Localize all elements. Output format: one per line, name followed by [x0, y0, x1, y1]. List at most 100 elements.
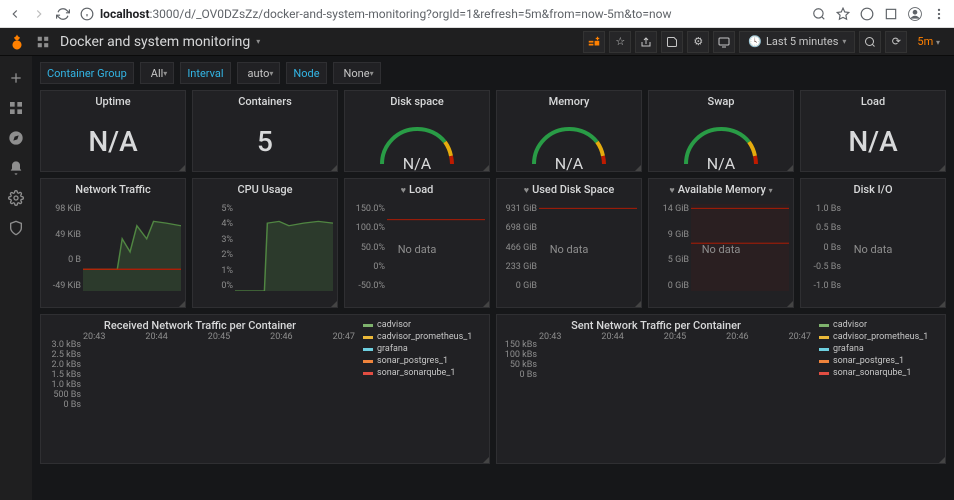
legend-item[interactable]: cadvisor: [819, 319, 941, 331]
forward-icon[interactable]: [32, 7, 46, 21]
filter-label: Interval: [187, 67, 223, 80]
settings-button[interactable]: ⚙: [687, 31, 709, 53]
gauge-value: N/A: [707, 154, 735, 173]
filter-value: All: [151, 67, 164, 80]
stat-panel[interactable]: Disk space N/A: [344, 90, 490, 172]
alert-icon[interactable]: [8, 160, 24, 176]
filter-node[interactable]: Node: [286, 62, 326, 84]
panel-title: Disk space: [345, 91, 489, 112]
config-icon[interactable]: [8, 190, 24, 206]
legend-item[interactable]: grafana: [363, 343, 485, 355]
explore-icon[interactable]: [8, 130, 24, 146]
panel-title: Swap: [649, 91, 793, 112]
resize-handle[interactable]: [787, 301, 793, 307]
gauge-value: N/A: [403, 154, 431, 173]
legend-item[interactable]: cadvisor: [363, 319, 485, 331]
ext1-icon[interactable]: [860, 7, 874, 21]
resize-handle[interactable]: [483, 457, 489, 463]
no-data-text: No data: [345, 243, 489, 256]
resize-handle[interactable]: [331, 165, 337, 171]
info-icon: [80, 7, 94, 21]
time-range-button[interactable]: 🕓 Last 5 minutes ▾: [739, 31, 855, 53]
browser-toolbar: localhost:3000/d/_OV0DZsZz/docker-and-sy…: [0, 0, 954, 28]
dashboard-title[interactable]: Docker and system monitoring ▾: [60, 34, 260, 50]
graph-panel[interactable]: ♥Used Disk Space 931 GiB698 GiB466 GiB23…: [496, 178, 642, 308]
stat-panel[interactable]: Load N/A: [800, 90, 946, 172]
tv-button[interactable]: [713, 31, 735, 53]
resize-handle[interactable]: [179, 165, 185, 171]
resize-handle[interactable]: [787, 165, 793, 171]
filter-value: auto: [248, 67, 270, 80]
graph-panel[interactable]: Sent Network Traffic per Container 150 k…: [496, 314, 946, 464]
graph-panel[interactable]: CPU Usage 5%4%3%2%1%0%: [192, 178, 338, 308]
legend-item[interactable]: sonar_postgres_1: [363, 355, 485, 367]
stat-panel[interactable]: Memory N/A: [496, 90, 642, 172]
graph-panel[interactable]: Network Traffic 98 KiB49 KiB0 B-49 KiB: [40, 178, 186, 308]
resize-handle[interactable]: [939, 165, 945, 171]
ext2-icon[interactable]: [884, 7, 898, 21]
variable-row: Container Group All ▾ Interval auto ▾ No…: [40, 62, 946, 84]
legend-item[interactable]: sonar_postgres_1: [819, 355, 941, 367]
stat-panel[interactable]: Swap N/A: [648, 90, 794, 172]
star-button[interactable]: ☆: [609, 31, 631, 53]
resize-handle[interactable]: [939, 457, 945, 463]
x-axis: 20:4320:4420:4520:4620:47: [539, 332, 811, 342]
legend-item[interactable]: grafana: [819, 343, 941, 355]
time-range-text: Last 5 minutes: [766, 35, 838, 48]
add-icon[interactable]: [8, 70, 24, 86]
legend-item[interactable]: cadvisor_prometheus_1: [819, 331, 941, 343]
resize-handle[interactable]: [483, 301, 489, 307]
zoom-icon[interactable]: [812, 7, 826, 21]
shield-icon[interactable]: [8, 220, 24, 236]
legend: cadvisorcadvisor_prometheus_1grafanasona…: [815, 315, 945, 463]
graph-panel[interactable]: Received Network Traffic per Container 3…: [40, 314, 490, 464]
legend-item[interactable]: sonar_sonarqube_1: [363, 367, 485, 379]
grafana-logo-icon[interactable]: [8, 33, 26, 51]
sidebar: [0, 56, 32, 500]
back-icon[interactable]: [8, 7, 22, 21]
add-panel-button[interactable]: [583, 31, 605, 53]
filter-container-group-value[interactable]: All ▾: [140, 62, 175, 84]
resize-handle[interactable]: [635, 165, 641, 171]
dashboard-content: Container Group All ▾ Interval auto ▾ No…: [32, 56, 954, 500]
graph-panel[interactable]: Disk I/O 1.0 Bs0.5 Bs0 Bs-0.5 Bs-1.0 Bs …: [800, 178, 946, 308]
save-button[interactable]: [661, 31, 683, 53]
panel-title: Load: [801, 91, 945, 112]
menu-icon[interactable]: [932, 7, 946, 21]
legend: cadvisorcadvisor_prometheus_1grafanasona…: [359, 315, 489, 463]
resize-handle[interactable]: [939, 301, 945, 307]
resize-handle[interactable]: [179, 301, 185, 307]
share-button[interactable]: [635, 31, 657, 53]
refresh-button[interactable]: ⟳: [885, 31, 907, 53]
panel-title: Memory: [497, 91, 641, 112]
legend-item[interactable]: cadvisor_prometheus_1: [363, 331, 485, 343]
stat-panel[interactable]: Containers 5: [192, 90, 338, 172]
graph-panel[interactable]: ♥Load 150.0%100.0%50.0%0%-50.0% No data: [344, 178, 490, 308]
resize-handle[interactable]: [635, 301, 641, 307]
stat-panel[interactable]: Uptime N/A: [40, 90, 186, 172]
stat-value: N/A: [801, 112, 945, 171]
graph-panel[interactable]: ♥Available Memory ▾ 14 GiB9 GiB5 GiB0 Gi…: [648, 178, 794, 308]
refresh-interval[interactable]: 5m ▾: [911, 35, 946, 48]
filter-container-group[interactable]: Container Group: [40, 62, 134, 84]
gauge-value: N/A: [555, 154, 583, 173]
y-axis: 98 KiB49 KiB0 B-49 KiB: [43, 204, 81, 291]
dashboard-icon[interactable]: [36, 35, 50, 49]
filter-interval[interactable]: Interval: [180, 62, 230, 84]
zoom-out-button[interactable]: [859, 31, 881, 53]
url-bar[interactable]: localhost:3000/d/_OV0DZsZz/docker-and-sy…: [80, 7, 802, 21]
star-icon[interactable]: [836, 7, 850, 21]
legend-item[interactable]: sonar_sonarqube_1: [819, 367, 941, 379]
stat-value: N/A: [41, 112, 185, 171]
filter-value: None: [344, 67, 370, 80]
reload-icon[interactable]: [56, 7, 70, 21]
stat-value: 5: [193, 112, 337, 171]
x-axis: 20:4320:4420:4520:4620:47: [83, 332, 355, 342]
filter-interval-value[interactable]: auto ▾: [237, 62, 281, 84]
dashboards-icon[interactable]: [8, 100, 24, 116]
filter-label: Node: [293, 67, 319, 80]
resize-handle[interactable]: [483, 165, 489, 171]
profile-icon[interactable]: [908, 7, 922, 21]
resize-handle[interactable]: [331, 301, 337, 307]
filter-node-value[interactable]: None ▾: [333, 62, 381, 84]
